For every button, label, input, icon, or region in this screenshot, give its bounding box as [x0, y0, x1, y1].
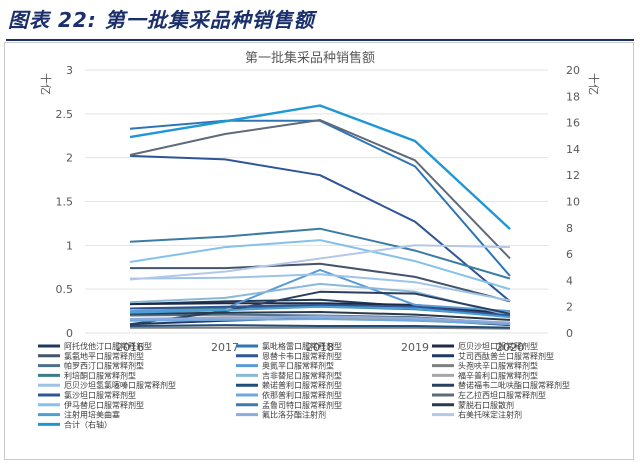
series-line-20: [129, 311, 511, 321]
x-tick: 2017: [211, 341, 239, 354]
series-lines: [129, 104, 511, 330]
legend-label: 利培酮口服常释剂型: [64, 370, 136, 380]
legend-label: 合计（右轴）: [64, 419, 112, 429]
legend-label: 伊马替尼口服常释剂型: [64, 400, 144, 410]
y-tick-right: 0: [566, 327, 573, 340]
y-tick-left: 0.5: [56, 283, 74, 296]
y-tick-right: 4: [566, 274, 573, 287]
legend-label: 左乙拉西坦口服常释剂型: [458, 390, 546, 400]
legend-label: 艾司西酞普兰口服常释剂型: [458, 351, 554, 361]
y-tick-right: 10: [566, 196, 580, 209]
x-tick: 2019: [401, 341, 429, 354]
x-tick: 2018: [306, 341, 334, 354]
legend-label: 依那普利口服常释剂型: [262, 390, 342, 400]
y-tick-left: 1.5: [56, 196, 74, 209]
legend: 阿托伐他汀口服常释剂型 氯吡格雷口服常释剂型 厄贝沙坦口服常释剂型氯氨地平口服常释剂…: [38, 341, 570, 429]
chart-frame: [4, 42, 634, 460]
legend-label: 阿托伐他汀口服常释剂型: [64, 341, 152, 351]
series-line-24: [129, 104, 511, 230]
y-tick-left: 2: [66, 152, 73, 165]
legend-label: 厄贝沙坦口服常释剂型: [458, 341, 538, 351]
x-axis-ticks: 2016 2017 2018 2019 2020: [116, 341, 524, 354]
y-tick-left: 0: [66, 327, 73, 340]
legend-label: 注射用培美曲塞: [64, 410, 120, 420]
y-tick-right: 16: [566, 117, 580, 130]
figure-title: 图表 22: 第一批集采品种销售额: [8, 8, 315, 32]
x-tick: 2020: [496, 341, 524, 354]
y-tick-left: 3: [66, 64, 73, 77]
legend-label: 氯氨地平口服常释剂型: [64, 351, 144, 361]
legend-label: 头孢呋辛口服常释剂型: [458, 361, 538, 371]
series-line-7: [129, 268, 511, 313]
legend-label: 恩替卡韦口服常释剂型: [262, 351, 342, 361]
series-line-14: [129, 290, 511, 326]
legend-label: 氯沙坦口服常释剂型: [64, 390, 136, 400]
legend-label: 奥氮平口服常释剂型: [262, 361, 334, 371]
y-tick-right: 18: [566, 90, 580, 103]
y-tick-right: 6: [566, 248, 573, 261]
y-tick-right: 2: [566, 301, 573, 314]
gridlines: [85, 69, 548, 334]
legend-label: 福辛普利口服常释剂型: [458, 370, 538, 380]
series-line-16: [129, 318, 511, 326]
y-axis-ticks-left: 0 0.5 1 1.5 2 2.5 3: [56, 64, 74, 340]
y-tick-right: 12: [566, 169, 580, 182]
series-line-19: [129, 227, 511, 280]
legend-label: 蒙脱石口服散剂: [458, 400, 514, 410]
series-line-4: [129, 154, 511, 303]
legend-label: 右美托咪定注射剂: [458, 410, 522, 420]
y-tick-left: 1: [66, 239, 73, 252]
y-tick-right: 14: [566, 143, 580, 156]
legend-label: 赖诺普利口服常释剂型: [262, 380, 342, 390]
series-line-18: [129, 239, 511, 291]
series-line-22: [129, 315, 511, 324]
series-line-13: [129, 324, 511, 329]
series-line-17: [129, 119, 511, 260]
y-axis-label-right: 十亿: [587, 73, 601, 95]
chart-title: 第一批集采品种销售额: [245, 50, 375, 66]
legend-label: 厄贝沙坦氢氯噻嗪口服常释剂型: [64, 380, 176, 390]
series-line-12: [129, 273, 511, 302]
series-line-15: [129, 303, 511, 317]
series-line-23: [129, 244, 511, 281]
y-axis-ticks-right: 0 2 4 6 8 10 12 14 16 18 20: [566, 64, 580, 340]
legend-label: 吉非替尼口服常释剂型: [262, 370, 342, 380]
x-tick: 2016: [116, 341, 144, 354]
y-axis-label-left: 十亿: [39, 73, 53, 95]
legend-label: 孟鲁司特口服常释剂型: [262, 400, 342, 410]
legend-label: 氯吡格雷口服常释剂型: [262, 341, 342, 351]
series-line-8: [130, 326, 511, 330]
series-line-21: [129, 305, 511, 319]
series-line-3: [130, 262, 511, 303]
y-tick-right: 20: [566, 64, 580, 77]
y-tick-left: 2.5: [56, 108, 74, 121]
title-rule: [6, 36, 634, 41]
y-tick-right: 8: [566, 222, 573, 235]
legend-label: 帕罗西汀口服常释剂型: [64, 361, 144, 371]
legend-label: 氟比洛芬酯注射剂: [262, 410, 326, 420]
legend-label: 替诺福韦二吡呋酯口服常释剂型: [458, 380, 570, 390]
